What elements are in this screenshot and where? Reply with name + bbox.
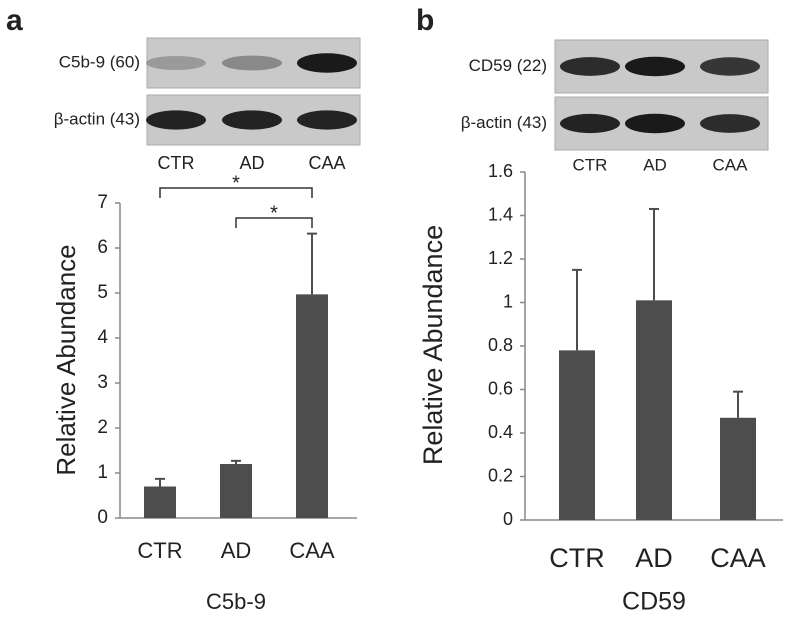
blot-lane-label: CAA bbox=[713, 155, 749, 174]
y-axis-label: Relative Abundance bbox=[51, 244, 81, 475]
bar bbox=[144, 486, 176, 518]
bar bbox=[296, 294, 328, 518]
blot-band bbox=[146, 110, 206, 130]
x-tick-label: CAA bbox=[710, 543, 766, 573]
y-tick-label: 1.6 bbox=[488, 161, 513, 181]
error-bar bbox=[231, 459, 241, 464]
y-tick-label: 4 bbox=[97, 327, 108, 348]
blot-lane-label: AD bbox=[239, 153, 264, 173]
bar bbox=[720, 417, 756, 520]
blot-lane-label: CTR bbox=[158, 153, 195, 173]
blot-label: CD59 (22) bbox=[469, 56, 547, 75]
y-tick-label: 0.4 bbox=[488, 422, 513, 442]
y-tick-label: 0.8 bbox=[488, 335, 513, 355]
y-tick-label: 1 bbox=[503, 291, 513, 311]
y-tick-label: 0.2 bbox=[488, 465, 513, 485]
y-tick-label: 0 bbox=[97, 507, 108, 528]
error-bar bbox=[733, 390, 743, 418]
bar bbox=[636, 300, 672, 520]
y-tick-label: 0.6 bbox=[488, 378, 513, 398]
blot-band bbox=[625, 113, 685, 134]
bar bbox=[220, 464, 252, 518]
blot-band bbox=[297, 110, 357, 130]
x-axis-label: C5b-9 bbox=[206, 589, 266, 614]
significance-bracket bbox=[159, 187, 313, 198]
y-axis-label: Relative Abundance bbox=[418, 225, 448, 465]
blot-band bbox=[222, 110, 282, 130]
x-tick-label: CTR bbox=[549, 543, 605, 573]
blot-band bbox=[700, 57, 760, 76]
y-tick-label: 2 bbox=[97, 417, 108, 438]
x-tick-label: CAA bbox=[289, 538, 335, 563]
significance-bracket bbox=[235, 217, 313, 228]
y-tick-label: 6 bbox=[97, 237, 108, 258]
blot-label: β-actin (43) bbox=[54, 109, 140, 128]
blot-label: β-actin (43) bbox=[461, 113, 547, 132]
x-tick-label: CTR bbox=[137, 538, 182, 563]
blot-band bbox=[625, 56, 685, 77]
panel-letter: a bbox=[6, 4, 23, 37]
error-bar bbox=[155, 477, 165, 487]
blot-band bbox=[297, 53, 357, 73]
blot-band bbox=[146, 56, 206, 70]
significance-marker: * bbox=[270, 202, 278, 224]
y-tick-label: 3 bbox=[97, 372, 108, 393]
blot-label: C5b-9 (60) bbox=[59, 52, 140, 71]
blot-lane-label: CAA bbox=[308, 153, 345, 173]
blot-lane-label: CTR bbox=[573, 155, 608, 174]
error-bar bbox=[572, 268, 582, 351]
blot-lane-label: AD bbox=[643, 155, 667, 174]
panel-letter: b bbox=[416, 4, 434, 37]
x-axis-label: CD59 bbox=[622, 588, 686, 616]
y-tick-label: 5 bbox=[97, 282, 108, 303]
bar bbox=[559, 350, 595, 520]
significance-marker: * bbox=[232, 172, 240, 194]
blot-band bbox=[222, 55, 282, 71]
blot-band bbox=[700, 114, 760, 133]
error-bar bbox=[307, 232, 317, 295]
blot-band bbox=[560, 57, 620, 76]
blot-band bbox=[560, 113, 620, 134]
y-tick-label: 0 bbox=[503, 509, 513, 529]
x-tick-label: AD bbox=[635, 543, 673, 573]
y-tick-label: 1 bbox=[97, 462, 108, 483]
y-tick-label: 1.4 bbox=[488, 204, 513, 224]
y-tick-label: 1.2 bbox=[488, 248, 513, 268]
x-tick-label: AD bbox=[221, 538, 252, 563]
error-bar bbox=[649, 207, 659, 301]
y-tick-label: 7 bbox=[97, 192, 108, 213]
